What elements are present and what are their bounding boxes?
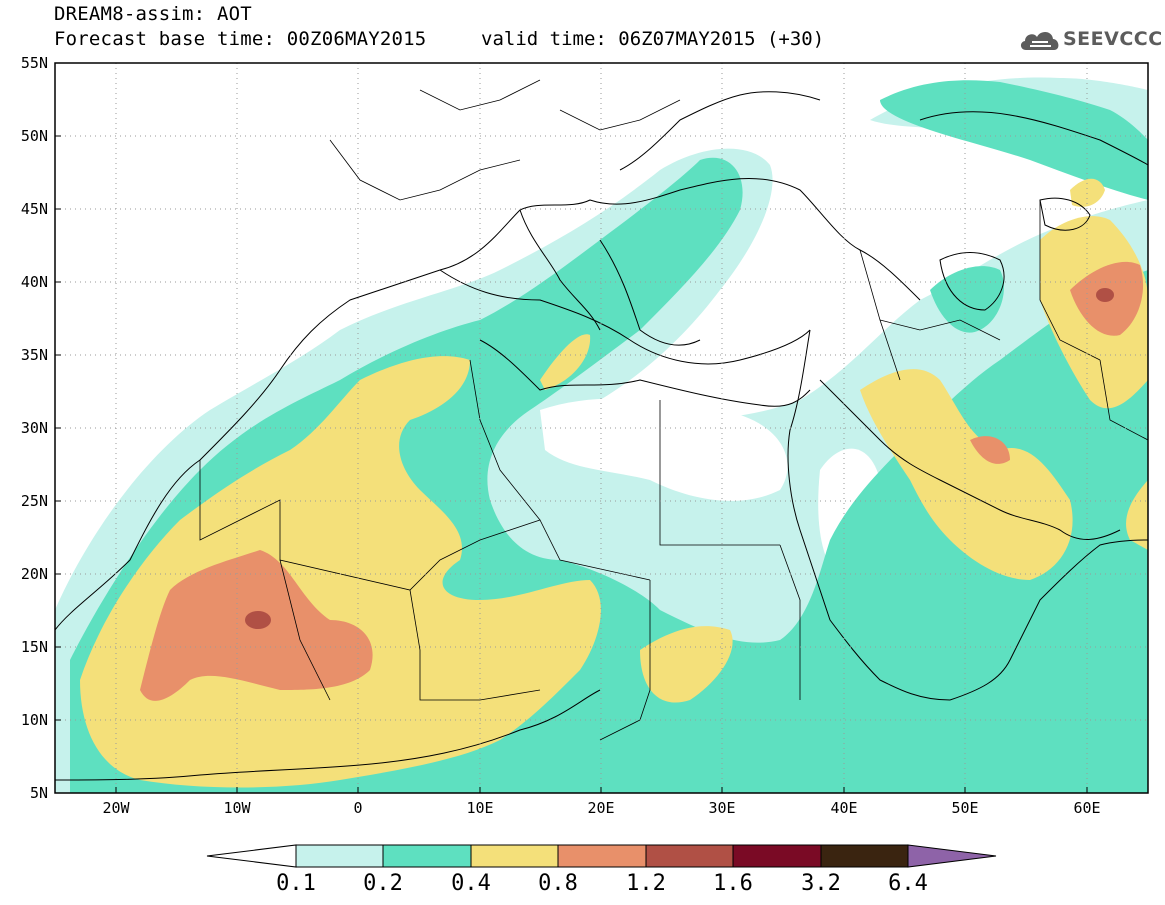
lat-tick-label: 45N [20, 200, 48, 218]
lon-tick-label: 20W [102, 799, 130, 817]
map-title: DREAM8-assim: AOT [54, 3, 252, 25]
colorbar-label: 1.2 [626, 871, 666, 896]
colorbar-bin [645, 844, 734, 868]
lon-tick-label: 50E [951, 799, 979, 817]
colorbar-min-arrow [206, 844, 297, 868]
lat-tick-label: 10N [20, 711, 48, 729]
colorbar-label: 0.1 [276, 871, 316, 896]
cloud-icon [1020, 31, 1059, 50]
lat-tick-label: 35N [20, 346, 48, 364]
lon-tick-label: 20E [587, 799, 615, 817]
lon-tick-label: 10W [223, 799, 251, 817]
lat-tick-label: 30N [20, 419, 48, 437]
lon-tick-label: 0 [353, 799, 363, 817]
lon-tick-label: 40E [830, 799, 858, 817]
colorbar-bin [295, 844, 384, 868]
lat-tick-label: 40N [20, 273, 48, 291]
colorbar-label: 1.6 [713, 871, 753, 896]
colorbar-label: 0.4 [451, 871, 491, 896]
colorbar-bin [732, 844, 822, 868]
country-borders [199, 79, 1148, 741]
logo-text: SEEVCCC [1063, 28, 1163, 50]
colorbar-bin [470, 844, 559, 868]
lon-tick-label: 60E [1073, 799, 1101, 817]
lon-tick-label: 30E [708, 799, 736, 817]
colorbar-max-arrow [907, 844, 997, 868]
map-grid [55, 63, 1148, 793]
colorbar-label: 3.2 [801, 871, 841, 896]
lat-tick-label: 20N [20, 565, 48, 583]
colorbar-bin [382, 844, 472, 868]
lat-tick-label: 25N [20, 492, 48, 510]
axis-ticks [55, 62, 1088, 793]
lat-tick-label: 15N [20, 638, 48, 656]
lon-tick-label: 10E [466, 799, 494, 817]
colorbar-label: 0.8 [538, 871, 578, 896]
colorbar-bin [820, 844, 909, 868]
colorbar-label: 6.4 [888, 871, 928, 896]
valid-time: valid time: 06Z07MAY2015 (+30) [481, 28, 825, 50]
colorbar-bin [557, 844, 647, 868]
lat-tick-label: 5N [29, 784, 48, 802]
colorbar-label: 0.2 [363, 871, 403, 896]
coastlines [55, 91, 1148, 781]
forecast-base-time: Forecast base time: 00Z06MAY2015 [54, 28, 427, 50]
lat-tick-label: 50N [20, 127, 48, 145]
aot-contour-1.2 [245, 288, 1114, 629]
lat-tick-label: 55N [20, 54, 48, 72]
